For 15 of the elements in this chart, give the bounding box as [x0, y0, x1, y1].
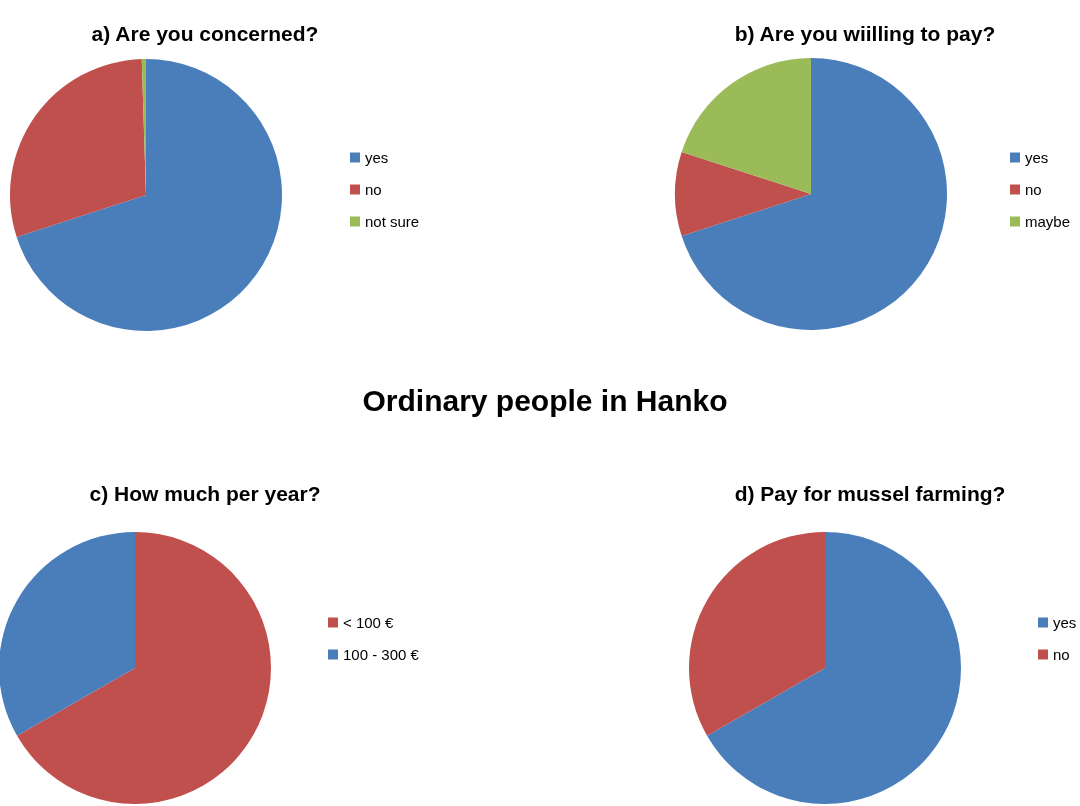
text: Ordinary people in Hanko	[362, 383, 728, 417]
chart-title: d) Pay for mussel farming?	[734, 482, 1006, 505]
legend-label: yes	[1025, 149, 1049, 166]
legend-label: yes	[1053, 614, 1077, 631]
legend-label: < 100 €	[343, 614, 395, 631]
chart-title: b) Are you wiilling to pay?	[734, 22, 996, 45]
legend-label: no	[1025, 181, 1042, 198]
legend-label: no	[365, 181, 382, 198]
legend-label: 100 - 300 €	[343, 646, 420, 663]
legend-label: maybe	[1025, 213, 1071, 230]
chart-title: c) How much per year?	[89, 482, 321, 505]
chart-title: a) Are you concerned?	[91, 22, 319, 45]
legend-label: not sure	[365, 213, 420, 230]
legend-label: yes	[365, 149, 389, 166]
legend-label: no	[1053, 646, 1070, 663]
